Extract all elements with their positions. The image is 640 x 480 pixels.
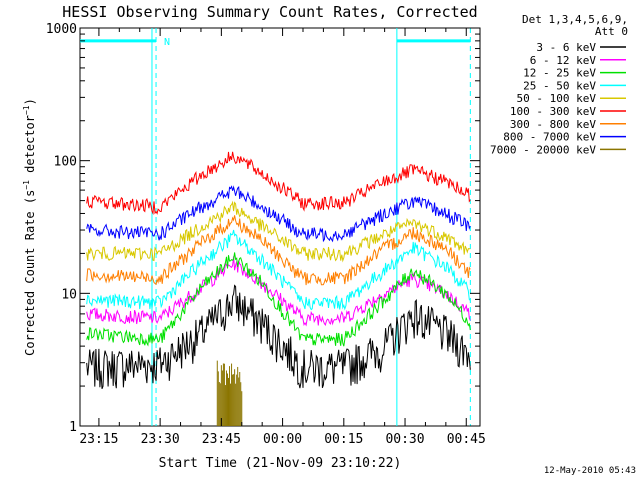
axes: 23:15 23:30 23:45 00:00 00:15 00:30 00:45 1 10 10… bbox=[46, 22, 486, 447]
series-line bbox=[86, 151, 471, 216]
legend-header: Det 1,3,4,5,6,9, bbox=[522, 13, 628, 26]
legend-label: 300 - 800 keV bbox=[510, 118, 596, 131]
y-tick-label: 1 bbox=[69, 420, 77, 435]
x-axis-label: Start Time (21-Nov-09 23:10:22) bbox=[159, 456, 402, 471]
legend-label: 800 - 7000 keV bbox=[503, 131, 596, 144]
series-group bbox=[86, 151, 471, 426]
series-group-100-300keV bbox=[86, 151, 471, 216]
timestamp: 12-May-2010 05:43 bbox=[544, 466, 636, 476]
series-group-6-12keV bbox=[86, 256, 471, 327]
series-line bbox=[86, 215, 471, 286]
y-axis-label: Corrected Count Rate (s−1 detector−1) bbox=[22, 98, 37, 356]
x-tick-label: 23:45 bbox=[202, 432, 241, 447]
series-group-50-100keV bbox=[86, 200, 471, 263]
legend-header: Att 0 bbox=[595, 25, 628, 38]
series-line bbox=[86, 200, 471, 263]
legend-label: 6 - 12 keV bbox=[530, 54, 597, 67]
y-tick-label: 10 bbox=[61, 287, 77, 302]
series-line bbox=[86, 252, 471, 347]
x-tick-label: 00:15 bbox=[324, 432, 363, 447]
series-group-3-6keV bbox=[86, 284, 471, 389]
legend-label: 50 - 100 keV bbox=[517, 92, 597, 105]
y-tick-label: 100 bbox=[54, 155, 77, 170]
series-line bbox=[86, 284, 471, 389]
series-group-25-50keV bbox=[86, 229, 471, 311]
x-tick-label: 00:30 bbox=[385, 432, 424, 447]
chart-title: HESSI Observing Summary Count Rates, Cor… bbox=[62, 3, 477, 21]
legend-label: 25 - 50 keV bbox=[523, 79, 596, 92]
series-line bbox=[86, 229, 471, 311]
y-tick-label: 1000 bbox=[46, 22, 77, 37]
series-group-7000-20000keV bbox=[216, 360, 243, 426]
legend-label: 3 - 6 keV bbox=[536, 41, 596, 54]
series-group-800-7000keV bbox=[86, 185, 471, 243]
legend-label: 7000 - 20000 keV bbox=[490, 143, 596, 156]
x-tick-label: 00:45 bbox=[447, 432, 486, 447]
x-tick-label: 23:15 bbox=[79, 432, 118, 447]
legend-label: 12 - 25 keV bbox=[523, 67, 596, 80]
x-tick-label: 23:30 bbox=[141, 432, 180, 447]
night-flag-label: N bbox=[164, 37, 170, 48]
series-group-12-25keV bbox=[86, 252, 471, 347]
orbit-markers: N bbox=[80, 28, 471, 426]
plot-frame bbox=[79, 27, 481, 427]
x-tick-label: 00:00 bbox=[263, 432, 302, 447]
legend-label: 100 - 300 keV bbox=[510, 105, 596, 118]
series-line bbox=[86, 185, 471, 243]
series-group-300-800keV bbox=[86, 215, 471, 286]
series-line bbox=[86, 256, 471, 327]
